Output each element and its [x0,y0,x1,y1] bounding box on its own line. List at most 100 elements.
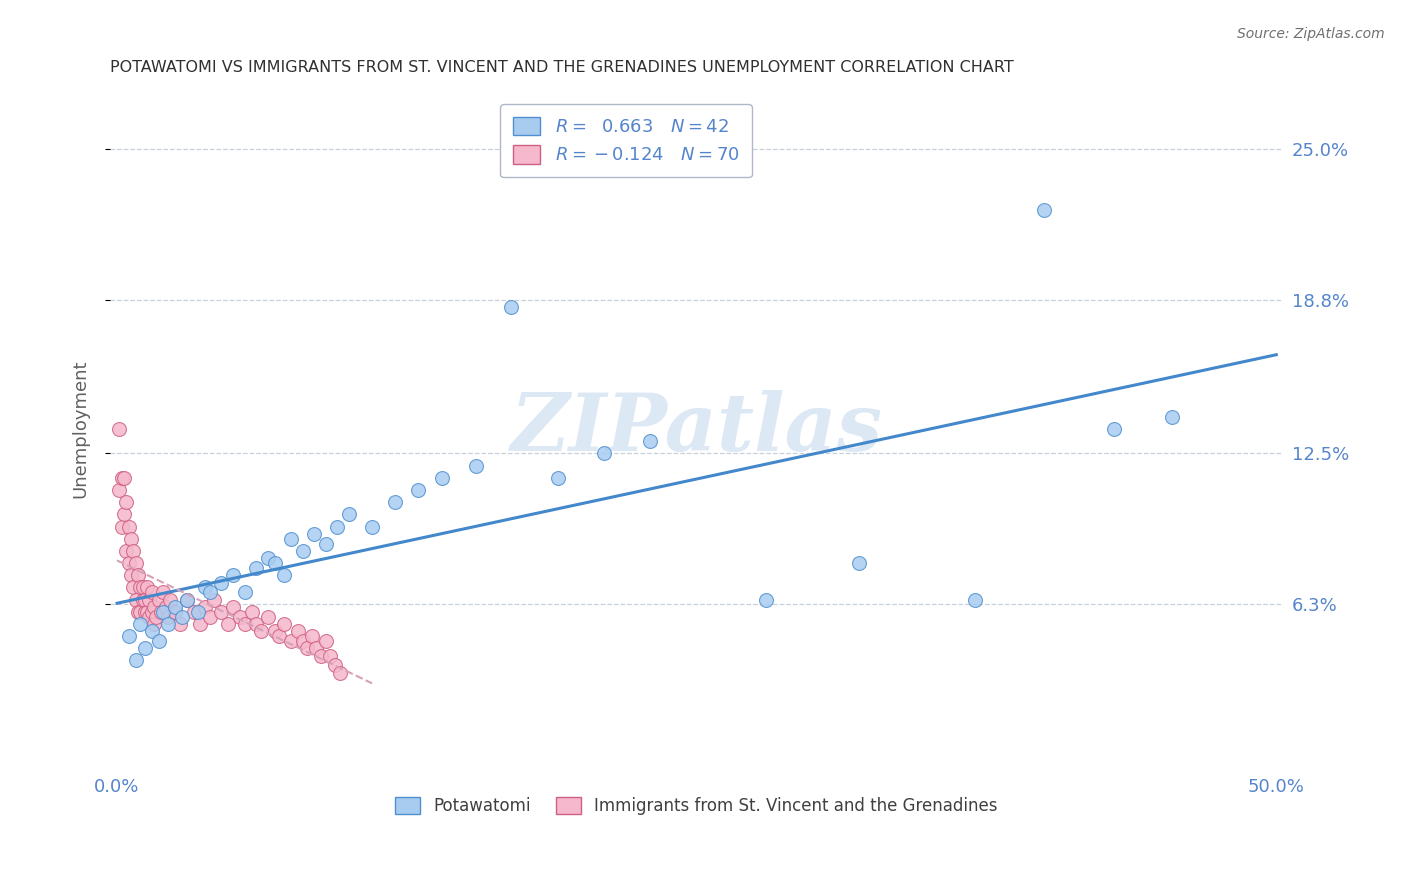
Point [150,605,173,619]
Point [117,629,139,643]
Point [138,609,160,624]
Point [291,634,314,648]
Point [120,568,142,582]
Point [1102,422,1125,436]
Point [143,616,166,631]
Point [138,592,160,607]
Point [1033,202,1056,217]
Point [222,568,245,582]
Point [155,599,177,614]
Point [122,581,145,595]
Point [124,592,146,607]
Point [229,609,252,624]
Point [136,605,159,619]
Point [124,653,146,667]
Point [337,508,360,522]
Point [170,609,193,624]
Point [280,634,302,648]
Text: ZIPatlas: ZIPatlas [510,391,883,468]
Point [111,519,134,533]
Point [249,624,271,639]
Point [305,641,328,656]
Point [120,532,142,546]
Point [256,551,278,566]
Point [273,616,295,631]
Point [755,592,778,607]
Point [129,605,152,619]
Point [148,634,170,648]
Point [115,495,138,509]
Point [187,605,209,619]
Point [302,526,325,541]
Point [127,568,149,582]
Point [157,609,180,624]
Point [269,629,291,643]
Point [159,592,181,607]
Point [117,519,139,533]
Point [326,519,349,533]
Point [465,458,488,473]
Point [1161,409,1184,424]
Point [315,634,337,648]
Point [233,585,256,599]
Point [141,624,163,639]
Point [131,581,153,595]
Point [129,581,152,595]
Point [295,641,318,656]
Point [129,616,152,631]
Point [593,446,616,460]
Point [134,592,156,607]
Point [222,599,245,614]
Point [273,568,295,582]
Point [122,544,145,558]
Point [108,483,131,497]
Point [152,585,174,599]
Point [176,592,198,607]
Point [361,519,384,533]
Point [176,592,198,607]
Point [136,581,159,595]
Point [157,616,180,631]
Point [319,648,342,663]
Point [202,592,225,607]
Point [115,544,138,558]
Point [112,508,135,522]
Point [198,609,221,624]
Point [408,483,430,497]
Point [148,592,170,607]
Point [209,575,232,590]
Point [134,605,156,619]
Point [141,585,163,599]
Point [263,556,285,570]
Point [134,641,156,656]
Point [194,599,217,614]
Point [640,434,662,449]
Point [430,471,453,485]
Point [280,532,302,546]
Point [245,561,267,575]
Point [963,592,986,607]
Point [124,556,146,570]
Point [194,581,217,595]
Point [111,471,134,485]
Point [384,495,406,509]
Point [112,471,135,485]
Text: Source: ZipAtlas.com: Source: ZipAtlas.com [1237,27,1385,41]
Point [169,616,191,631]
Point [163,599,186,614]
Point [145,609,167,624]
Point [117,556,139,570]
Point [127,605,149,619]
Point [198,585,221,599]
Point [163,605,186,619]
Text: POTAWATOMI VS IMMIGRANTS FROM ST. VINCENT AND THE GRENADINES UNEMPLOYMENT CORREL: POTAWATOMI VS IMMIGRANTS FROM ST. VINCEN… [110,60,1014,75]
Point [301,629,323,643]
Point [233,616,256,631]
Point [287,624,309,639]
Y-axis label: Unemployment: Unemployment [72,359,89,499]
Point [143,599,166,614]
Point [108,422,131,436]
Point [190,616,212,631]
Point [131,592,153,607]
Point [323,658,346,673]
